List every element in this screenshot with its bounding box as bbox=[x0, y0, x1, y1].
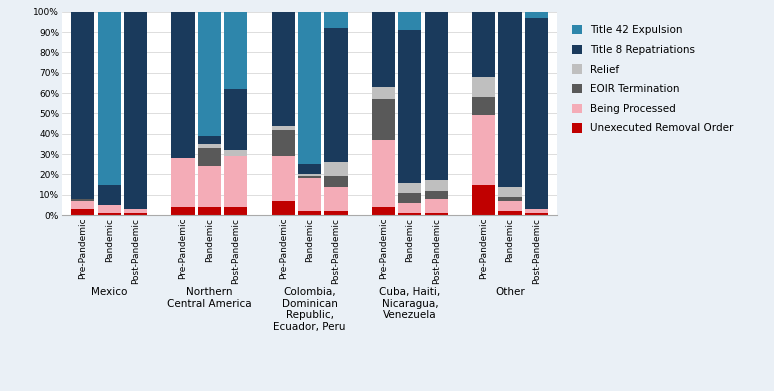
Bar bbox=[498, 12, 522, 187]
Bar bbox=[198, 12, 221, 136]
Bar bbox=[472, 97, 495, 115]
Bar bbox=[298, 164, 321, 174]
Text: Colombia,
Dominican
Republic,
Ecuador, Peru: Colombia, Dominican Republic, Ecuador, P… bbox=[273, 287, 346, 332]
Text: Cuba, Haiti,
Nicaragua,
Venezuela: Cuba, Haiti, Nicaragua, Venezuela bbox=[379, 287, 440, 321]
Bar bbox=[324, 162, 348, 176]
Bar bbox=[198, 207, 221, 215]
Bar bbox=[124, 12, 147, 209]
Bar bbox=[324, 12, 348, 28]
Bar bbox=[372, 140, 396, 207]
Bar bbox=[398, 213, 421, 215]
Bar bbox=[272, 126, 295, 130]
Bar bbox=[98, 205, 121, 213]
Bar bbox=[324, 176, 348, 187]
Bar bbox=[472, 115, 495, 185]
Bar bbox=[398, 183, 421, 193]
Bar bbox=[224, 12, 248, 89]
Bar bbox=[324, 187, 348, 211]
Bar bbox=[272, 156, 295, 201]
Bar bbox=[424, 213, 447, 215]
Bar bbox=[298, 12, 321, 164]
Bar bbox=[224, 150, 248, 156]
Bar bbox=[198, 144, 221, 148]
Bar bbox=[398, 203, 421, 213]
Bar bbox=[398, 12, 421, 30]
Bar bbox=[424, 199, 447, 213]
Bar bbox=[98, 12, 121, 185]
Bar bbox=[71, 201, 94, 209]
Bar bbox=[424, 12, 447, 181]
Bar bbox=[71, 209, 94, 215]
Bar bbox=[98, 213, 121, 215]
Bar bbox=[525, 18, 548, 209]
Text: Mexico: Mexico bbox=[91, 287, 127, 297]
Bar bbox=[498, 201, 522, 211]
Bar bbox=[372, 207, 396, 215]
Bar bbox=[372, 12, 396, 87]
Bar bbox=[398, 30, 421, 183]
Bar bbox=[424, 181, 447, 191]
Bar bbox=[124, 213, 147, 215]
Bar bbox=[525, 12, 548, 18]
Bar bbox=[424, 191, 447, 199]
Bar bbox=[198, 148, 221, 166]
Bar bbox=[172, 12, 195, 158]
Text: Northern
Central America: Northern Central America bbox=[167, 287, 252, 309]
Bar bbox=[298, 178, 321, 211]
Bar bbox=[224, 89, 248, 150]
Bar bbox=[98, 185, 121, 205]
Bar bbox=[298, 211, 321, 215]
Bar bbox=[472, 185, 495, 215]
Bar bbox=[472, 77, 495, 97]
Bar bbox=[224, 156, 248, 207]
Bar bbox=[298, 174, 321, 176]
Bar bbox=[324, 28, 348, 162]
Bar bbox=[224, 207, 248, 215]
Bar bbox=[272, 130, 295, 156]
Text: Other: Other bbox=[495, 287, 525, 297]
Bar bbox=[71, 12, 94, 199]
Bar bbox=[498, 187, 522, 197]
Bar bbox=[525, 209, 548, 213]
Bar bbox=[372, 99, 396, 140]
Bar bbox=[398, 193, 421, 203]
Bar bbox=[172, 158, 195, 207]
Bar bbox=[172, 207, 195, 215]
Bar bbox=[71, 199, 94, 201]
Bar bbox=[372, 87, 396, 99]
Bar bbox=[198, 166, 221, 207]
Bar bbox=[498, 197, 522, 201]
Bar bbox=[324, 211, 348, 215]
Bar bbox=[525, 213, 548, 215]
Bar bbox=[472, 12, 495, 77]
Bar bbox=[272, 12, 295, 126]
Bar bbox=[498, 211, 522, 215]
Legend: Title 42 Expulsion, Title 8 Repatriations, Relief, EOIR Termination, Being Proce: Title 42 Expulsion, Title 8 Repatriation… bbox=[567, 21, 738, 138]
Bar bbox=[298, 176, 321, 178]
Bar bbox=[124, 209, 147, 213]
Bar bbox=[198, 136, 221, 144]
Bar bbox=[272, 201, 295, 215]
